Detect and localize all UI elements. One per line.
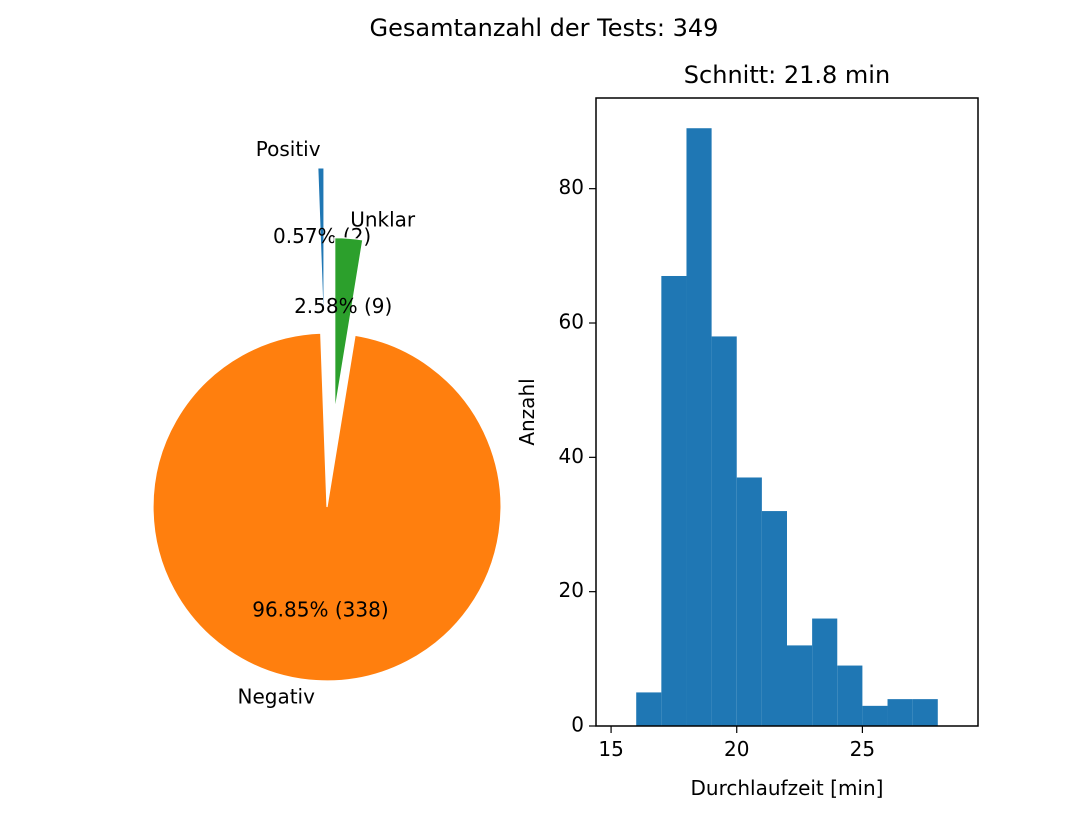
histogram-bar [761,511,787,726]
pie-label-positiv: Positiv [256,137,321,161]
x-axis-ticks: 15 20 25 [598,726,875,761]
pie-label-unklar: Unklar [350,207,416,231]
histogram-bar [912,699,938,726]
histogram-bar [686,128,712,726]
histogram-bar [661,275,687,726]
pie-wedge-negativ [152,332,502,682]
histogram-bar [636,692,662,726]
y-tick-label: 40 [559,444,584,468]
y-tick-label: 80 [559,175,584,199]
pie-label-negativ: Negativ [237,685,315,709]
y-axis-label: Anzahl [515,378,539,445]
pie-wedge-unklar [334,237,364,412]
histogram-bar [837,665,863,726]
histogram-bar [862,705,888,726]
histogram-bar [887,699,913,726]
pie-percent-negativ: 96.85% (338) [252,598,388,622]
pie-percent-unklar: 2.58% (9) [294,294,392,318]
histogram-title: Schnitt: 21.8 min [684,61,890,89]
figure-title: Gesamtanzahl der Tests: 349 [370,14,719,42]
x-axis-label: Durchlaufzeit [min] [691,776,884,800]
x-tick-label: 20 [724,737,749,761]
x-tick-label: 25 [850,737,875,761]
y-tick-label: 0 [571,713,584,737]
histogram-axes-frame [595,97,979,727]
histogram-bars [636,128,938,726]
histogram-bar [812,618,838,726]
histogram: 15 20 25 0 20 40 60 80 Schnitt: 21.8 min Durch… [515,61,979,800]
pie-wedge-positiv [317,167,325,342]
y-axis-ticks: 0 20 40 60 80 [559,175,596,737]
y-tick-label: 20 [559,578,584,602]
histogram-bar [787,645,813,726]
histogram-bar [711,336,737,726]
y-tick-label: 60 [559,310,584,334]
x-tick-label: 15 [598,737,623,761]
histogram-bar [736,477,762,726]
